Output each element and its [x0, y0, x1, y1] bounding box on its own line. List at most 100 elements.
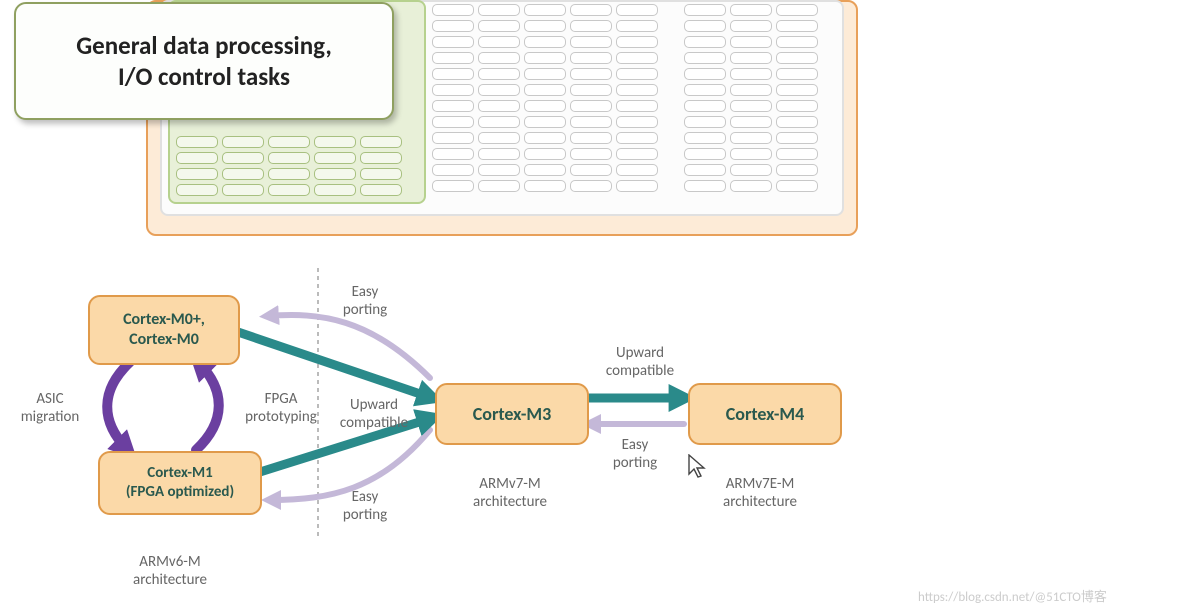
- chip-slot: [730, 52, 772, 64]
- chip-slot: [684, 20, 726, 32]
- chip-slot: [616, 84, 658, 96]
- chip-slot: [730, 4, 772, 16]
- mouse-cursor-icon: [688, 454, 708, 480]
- chip-slot: [268, 136, 310, 148]
- chip-slot: [570, 164, 612, 176]
- chip-slot: [524, 180, 566, 192]
- chip-slot: [176, 136, 218, 148]
- chip-slot: [222, 152, 264, 164]
- chip-slot: [524, 68, 566, 80]
- label-easy-porting-bottom: Easyporting: [330, 488, 400, 524]
- chip-slot: [730, 180, 772, 192]
- chip-slot: [570, 100, 612, 112]
- chip-slot: [478, 132, 520, 144]
- chip-slot: [432, 52, 474, 64]
- chip-slot: [176, 152, 218, 164]
- chip-slot: [684, 116, 726, 128]
- chip-slot: [432, 68, 474, 80]
- chip-slot: [684, 180, 726, 192]
- chip-slot: [570, 132, 612, 144]
- chip-slot: [776, 148, 818, 160]
- chip-slot: [616, 180, 658, 192]
- chip-slot: [478, 68, 520, 80]
- chip-slot: [730, 68, 772, 80]
- chip-slot: [570, 20, 612, 32]
- node-cortex-m4-label: Cortex-M4: [726, 403, 804, 426]
- label-fpga-prototyping: FPGAprototyping: [236, 390, 326, 426]
- label-upward-compatible-2: Upwardcompatible: [590, 344, 690, 380]
- label-armv7em: ARMv7E-Marchitecture: [700, 475, 820, 511]
- chip-slot: [570, 84, 612, 96]
- chip-slot: [570, 180, 612, 192]
- label-upward-compatible-1: Upwardcompatible: [324, 396, 424, 432]
- label-asic-migration: ASICmigration: [10, 390, 90, 426]
- chip-slot: [314, 136, 356, 148]
- chip-slot: [524, 116, 566, 128]
- chip-slot: [570, 116, 612, 128]
- chip-slot: [314, 184, 356, 196]
- node-cortex-m3: Cortex-M3: [435, 383, 589, 445]
- chip-slot: [432, 100, 474, 112]
- chip-slot: [776, 84, 818, 96]
- chip-slot: [776, 100, 818, 112]
- chip-slot: [222, 136, 264, 148]
- chip-slot: [478, 84, 520, 96]
- callout-box: General data processing,I/O control task…: [14, 2, 394, 120]
- chip-slot: [524, 164, 566, 176]
- chip-slot: [176, 184, 218, 196]
- chip-slot: [776, 116, 818, 128]
- chip-slot: [616, 116, 658, 128]
- chip-slot: [524, 36, 566, 48]
- chip-slot: [684, 132, 726, 144]
- chip-slot: [268, 168, 310, 180]
- chip-slot: [524, 4, 566, 16]
- chip-slot: [478, 116, 520, 128]
- chip-slot: [730, 164, 772, 176]
- chip-slot: [616, 52, 658, 64]
- chip-slot: [684, 52, 726, 64]
- chip-slot: [432, 180, 474, 192]
- chip-slot: [684, 84, 726, 96]
- chip-slot: [776, 180, 818, 192]
- chip-slot: [616, 20, 658, 32]
- chip-slot: [432, 148, 474, 160]
- chip-slot: [616, 36, 658, 48]
- chip-slot: [478, 164, 520, 176]
- chip-slot: [776, 36, 818, 48]
- chip-slot: [684, 68, 726, 80]
- chip-slot: [176, 168, 218, 180]
- chip-slot: [222, 184, 264, 196]
- chip-slot: [616, 68, 658, 80]
- node-cortex-m1-label: Cortex-M1(FPGA optimized): [126, 464, 234, 502]
- label-armv7m: ARMv7-Marchitecture: [450, 475, 570, 511]
- chip-slot: [570, 68, 612, 80]
- chip-slot: [776, 68, 818, 80]
- chip-slot: [314, 168, 356, 180]
- chip-slot: [360, 136, 402, 148]
- node-cortex-m0-label: Cortex-M0+,Cortex-M0: [123, 310, 205, 350]
- chip-slot: [524, 20, 566, 32]
- chip-slot: [730, 100, 772, 112]
- watermark-text: https://blog.csdn.net/@51CTO博客: [918, 586, 1107, 605]
- chip-slot: [776, 132, 818, 144]
- chip-slot: [730, 148, 772, 160]
- chip-slot: [524, 132, 566, 144]
- chip-slot: [524, 100, 566, 112]
- chip-slot: [524, 148, 566, 160]
- chip-slot: [432, 36, 474, 48]
- chip-slot: [360, 152, 402, 164]
- chip-slot: [524, 52, 566, 64]
- chip-slot: [432, 84, 474, 96]
- chip-slot: [524, 84, 566, 96]
- chip-slot: [684, 148, 726, 160]
- chip-slot: [616, 164, 658, 176]
- chip-slot: [432, 4, 474, 16]
- chip-slot: [616, 148, 658, 160]
- chip-slot: [684, 4, 726, 16]
- node-cortex-m0: Cortex-M0+,Cortex-M0: [88, 295, 240, 365]
- chip-slot: [730, 84, 772, 96]
- chip-slot: [730, 36, 772, 48]
- chip-slot: [268, 184, 310, 196]
- node-cortex-m4: Cortex-M4: [688, 383, 842, 445]
- label-easy-porting-mid: Easyporting: [600, 436, 670, 472]
